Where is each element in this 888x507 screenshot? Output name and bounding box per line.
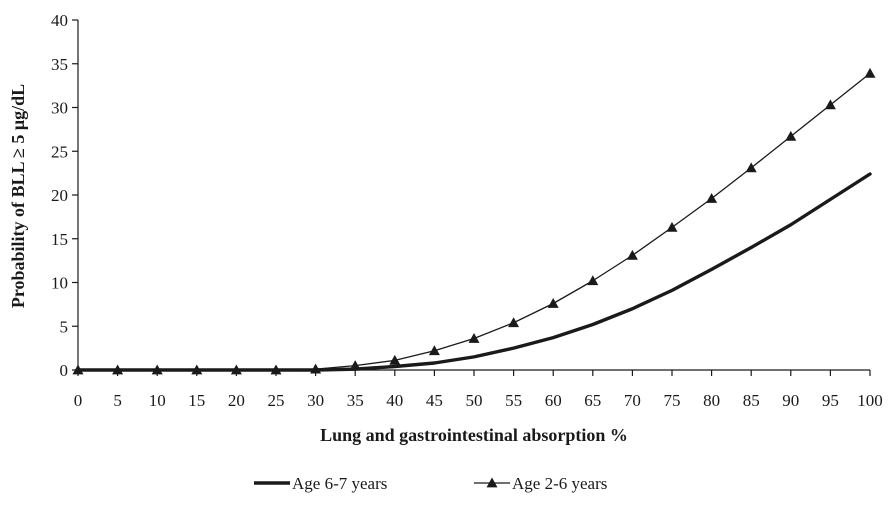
series-2-marker xyxy=(626,249,638,260)
series-2-marker xyxy=(112,364,124,375)
x-tick-label: 90 xyxy=(782,391,799,410)
x-tick-label: 20 xyxy=(228,391,245,410)
x-tick-label: 50 xyxy=(466,391,483,410)
series-2-marker xyxy=(785,130,797,141)
x-axis-title: Lung and gastrointestinal absorption % xyxy=(320,425,628,445)
plot-area: 0 5 10 15 20 25 30 35 40 0 5 10 15 20 25 30 35 40 45 50 55 6… xyxy=(51,11,883,410)
x-tick-label: 0 xyxy=(74,391,83,410)
y-tick-label: 0 xyxy=(60,361,69,380)
x-tick-label: 100 xyxy=(857,391,883,410)
legend-marker-2 xyxy=(486,477,498,488)
series-2-marker xyxy=(428,345,440,356)
y-tick-label: 35 xyxy=(51,55,68,74)
series-2-marker xyxy=(230,364,242,375)
y-tick-label: 30 xyxy=(51,99,68,118)
series-2-marker xyxy=(468,333,480,343)
x-tick-label: 70 xyxy=(624,391,641,410)
series-2-marker xyxy=(824,99,836,110)
series-2-marker xyxy=(72,364,84,375)
x-tick-label: 35 xyxy=(347,391,364,410)
series-2-marker xyxy=(191,364,203,375)
x-tick-label: 15 xyxy=(188,391,205,410)
legend-label-1: Age 6-7 years xyxy=(292,474,387,493)
legend-label-2: Age 2-6 years xyxy=(512,474,607,493)
x-tick-label: 85 xyxy=(743,391,760,410)
x-tick-label: 45 xyxy=(426,391,443,410)
series-2-marker xyxy=(151,364,163,375)
y-tick-label: 5 xyxy=(60,317,69,336)
series-2-marker xyxy=(745,162,757,173)
series-2-marker xyxy=(666,221,678,232)
legend: Age 6-7 years Age 2-6 years xyxy=(254,474,607,493)
series-2-marker xyxy=(349,360,361,371)
y-tick-label: 20 xyxy=(51,186,68,205)
x-axis-ticks: 0 5 10 15 20 25 30 35 40 45 50 55 60 65 70 75 80 85 90 95 10… xyxy=(74,370,883,410)
series-2-marker xyxy=(706,193,718,203)
series-2-marker xyxy=(864,67,876,78)
x-tick-label: 80 xyxy=(703,391,720,410)
y-tick-label: 10 xyxy=(51,274,68,293)
x-tick-label: 10 xyxy=(149,391,166,410)
series-2-marker xyxy=(587,275,599,286)
series-line-2 xyxy=(77,72,871,371)
y-tick-label: 40 xyxy=(51,11,68,30)
x-tick-label: 40 xyxy=(386,391,403,410)
series-2-marker xyxy=(508,317,520,328)
y-axis-title: Probability of BLL ≥ 5 μg/dL xyxy=(8,84,28,308)
x-tick-label: 25 xyxy=(268,391,285,410)
x-tick-label: 95 xyxy=(822,391,839,410)
series-2-marker xyxy=(547,298,559,308)
x-tick-label: 5 xyxy=(113,391,122,410)
y-tick-label: 15 xyxy=(51,230,68,249)
x-tick-label: 60 xyxy=(545,391,562,410)
series-2-marker xyxy=(310,363,322,374)
series-2-marker xyxy=(389,354,401,365)
x-tick-label: 75 xyxy=(664,391,681,410)
x-tick-label: 55 xyxy=(505,391,522,410)
x-tick-label: 30 xyxy=(307,391,324,410)
y-tick-label: 25 xyxy=(51,142,68,161)
y-axis-ticks: 0 5 10 15 20 25 30 35 40 xyxy=(51,11,78,380)
x-tick-label: 65 xyxy=(584,391,601,410)
series-layer xyxy=(72,67,876,375)
series-2-marker xyxy=(270,364,282,375)
